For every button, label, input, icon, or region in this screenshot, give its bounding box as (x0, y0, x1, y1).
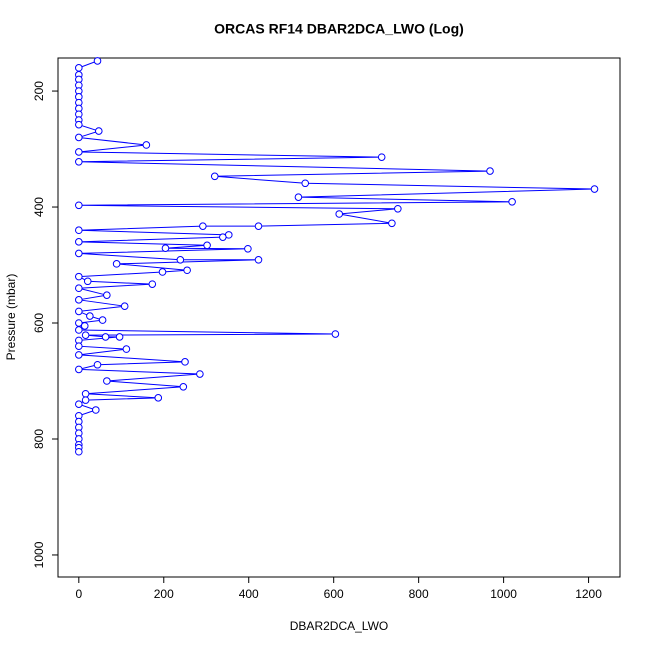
y-tick-label: 1000 (32, 541, 46, 568)
y-axis-label: Pressure (mbar) (4, 274, 18, 361)
data-point (93, 360, 102, 369)
data-point (101, 333, 110, 341)
data-point (331, 330, 340, 338)
data-point (75, 133, 83, 142)
data-point (142, 141, 151, 149)
data-point (203, 241, 211, 250)
data-point (92, 406, 100, 414)
data-point (486, 167, 494, 175)
data-point (377, 153, 386, 161)
data-point (75, 447, 83, 456)
x-axis-label: DBAR2DCA_LWO (290, 619, 388, 633)
data-point (122, 345, 131, 353)
chart-title: ORCAS RF14 DBAR2DCA_LWO (Log) (214, 21, 464, 37)
data-point (183, 266, 191, 275)
data-point (86, 312, 94, 320)
data-point (120, 302, 129, 310)
data-point (75, 351, 83, 359)
data-point (75, 272, 83, 281)
data-point (81, 396, 90, 404)
data-point (103, 291, 111, 299)
data-point (75, 284, 83, 293)
data-point (210, 172, 219, 181)
data-point (161, 244, 170, 253)
data-point (335, 210, 344, 218)
data-point (75, 238, 83, 246)
data-point (196, 370, 204, 378)
data-point (388, 219, 396, 228)
data-point (75, 400, 83, 408)
data-point (254, 222, 263, 230)
data-point (219, 233, 227, 241)
data-point (75, 326, 83, 334)
data-point (75, 307, 83, 316)
data-point (301, 179, 310, 188)
data-point (94, 127, 103, 135)
x-tick-label: 1200 (575, 587, 602, 601)
data-point (75, 201, 83, 210)
data-point (181, 358, 189, 366)
data-point (179, 382, 188, 391)
data-point (508, 198, 516, 206)
y-tick-label: 800 (32, 429, 46, 449)
data-point (244, 244, 252, 253)
data-point (75, 226, 83, 235)
x-tick-label: 0 (75, 587, 82, 601)
data-point (158, 268, 167, 276)
data-point (254, 256, 263, 264)
data-point (75, 296, 83, 304)
data-point (394, 204, 402, 213)
x-tick-label: 600 (324, 587, 344, 601)
data-point (103, 377, 111, 385)
data-point (93, 57, 102, 65)
data-point (176, 256, 185, 264)
data-point (75, 249, 83, 258)
data-point (154, 394, 163, 402)
data-point (75, 158, 83, 166)
data-point (81, 389, 90, 398)
data-point (590, 185, 599, 193)
data-point (75, 365, 83, 374)
data-point (83, 277, 92, 286)
x-tick-label: 400 (239, 587, 259, 601)
y-tick-label: 400 (32, 197, 46, 217)
data-point (75, 64, 83, 72)
x-tick-label: 200 (154, 587, 174, 601)
data-point (98, 316, 107, 324)
data-point (75, 148, 83, 156)
data-point (148, 280, 157, 288)
x-tick-label: 1000 (490, 587, 517, 601)
y-tick-label: 200 (32, 81, 46, 101)
y-tick-label: 600 (32, 313, 46, 333)
data-point (75, 120, 83, 129)
data-point (294, 193, 303, 201)
data-point (115, 333, 124, 341)
data-point (112, 260, 121, 268)
data-point (75, 342, 83, 351)
data-point (81, 331, 90, 339)
data-point (80, 322, 89, 330)
data-point (199, 222, 207, 230)
x-tick-label: 800 (409, 587, 429, 601)
